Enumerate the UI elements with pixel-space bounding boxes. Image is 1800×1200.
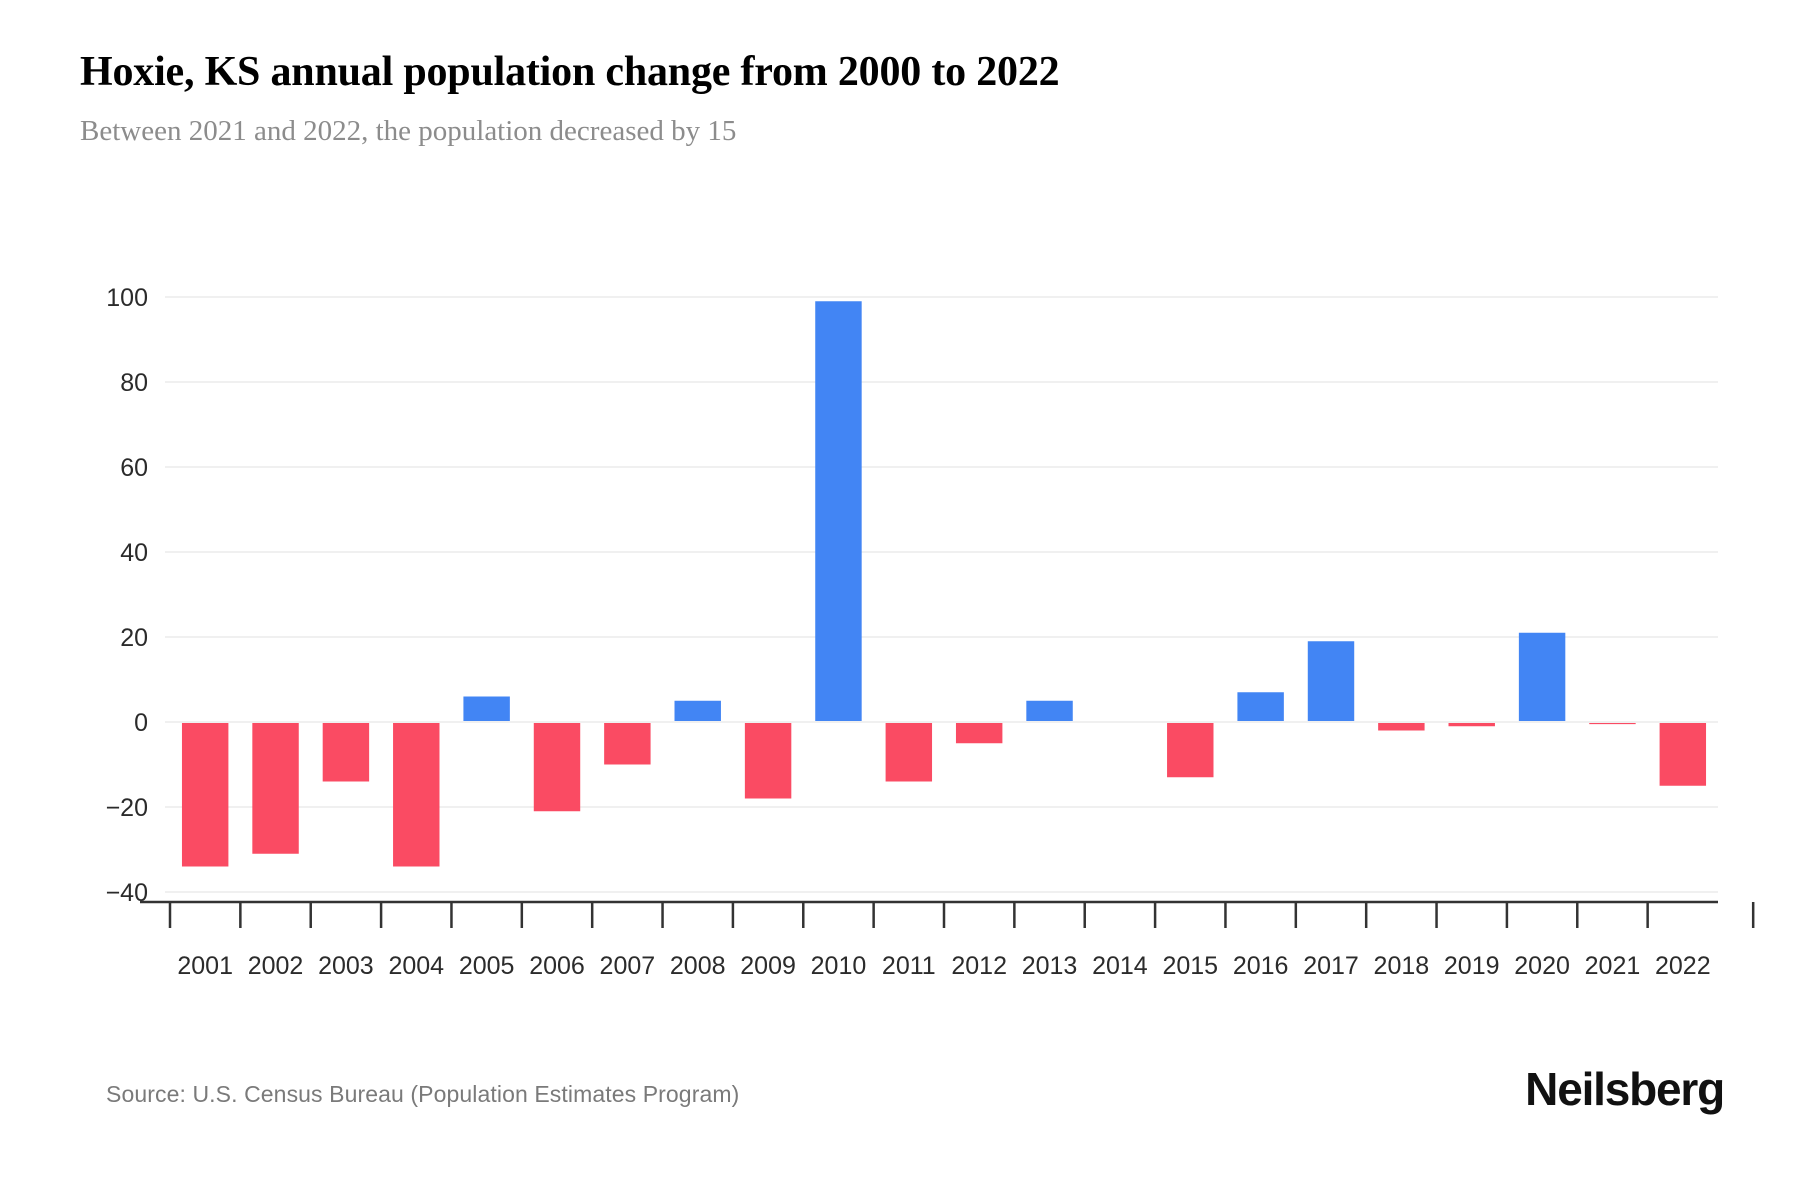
x-axis-tick-label: 2020 <box>1514 952 1570 980</box>
bar[interactable] <box>322 722 370 782</box>
y-axis-tick-label: 0 <box>134 709 148 737</box>
y-axis-tick-label: −20 <box>106 794 148 822</box>
x-axis-tick-label: 2015 <box>1162 952 1218 980</box>
y-axis-tick-label: 60 <box>120 454 148 482</box>
bar[interactable] <box>955 722 1003 744</box>
bar[interactable] <box>1237 692 1284 722</box>
bar[interactable] <box>1659 722 1707 786</box>
chart-subtitle: Between 2021 and 2022, the population de… <box>80 115 737 147</box>
bar[interactable] <box>252 722 299 854</box>
x-axis-tick-label: 2002 <box>248 952 304 980</box>
bar[interactable] <box>1518 632 1566 722</box>
bar[interactable] <box>1448 722 1495 727</box>
bar[interactable] <box>1307 641 1355 722</box>
x-axis-tick-label: 2010 <box>811 952 867 980</box>
bar[interactable] <box>1378 722 1425 731</box>
bar[interactable] <box>181 722 229 867</box>
x-axis-tick-label: 2013 <box>1022 952 1078 980</box>
x-axis-tick-label: 2003 <box>318 952 374 980</box>
x-axis-tick-label: 2001 <box>177 952 233 980</box>
source-note: Source: U.S. Census Bureau (Population E… <box>106 1081 740 1107</box>
x-axis-tick-label: 2012 <box>951 952 1007 980</box>
bar[interactable] <box>463 696 510 723</box>
brand-logo: Neilsberg <box>1525 1063 1725 1115</box>
y-axis-tick-label: 40 <box>120 539 148 567</box>
y-axis-tick-label: 100 <box>106 284 148 312</box>
x-axis-tick-label: 2016 <box>1233 952 1289 980</box>
x-axis-tick-label: 2018 <box>1374 952 1430 980</box>
bar[interactable] <box>885 722 933 782</box>
x-axis-tick-label: 2005 <box>459 952 515 980</box>
bar[interactable] <box>744 722 792 799</box>
bar[interactable] <box>815 301 862 722</box>
bar[interactable] <box>533 722 581 812</box>
page-title: Hoxie, KS annual population change from … <box>80 49 1060 95</box>
bar[interactable] <box>1167 722 1214 778</box>
x-axis-tick-label: 2004 <box>388 952 444 980</box>
chart-header: Hoxie, KS annual population change from … <box>80 46 1720 150</box>
x-axis-tick-label: 2014 <box>1092 952 1148 980</box>
x-axis-tick-label: 2006 <box>529 952 585 980</box>
bar[interactable] <box>604 722 651 765</box>
x-axis-tick-label: 2021 <box>1585 952 1641 980</box>
bar[interactable] <box>1589 722 1636 725</box>
x-axis-tick-label: 2008 <box>670 952 726 980</box>
x-axis-tick-label: 2019 <box>1444 952 1500 980</box>
y-axis-tick-label: 20 <box>120 624 148 652</box>
bar[interactable] <box>393 722 440 867</box>
x-axis-tick-label: 2017 <box>1303 952 1359 980</box>
x-axis-tick-label: 2011 <box>882 952 936 980</box>
x-axis-tick-label: 2009 <box>740 952 796 980</box>
x-axis-tick-label: 2022 <box>1655 952 1711 980</box>
x-axis-tick-label: 2007 <box>600 952 656 980</box>
bar[interactable] <box>674 700 721 722</box>
y-axis-tick-label: 80 <box>120 369 148 397</box>
bar[interactable] <box>1026 700 1073 722</box>
